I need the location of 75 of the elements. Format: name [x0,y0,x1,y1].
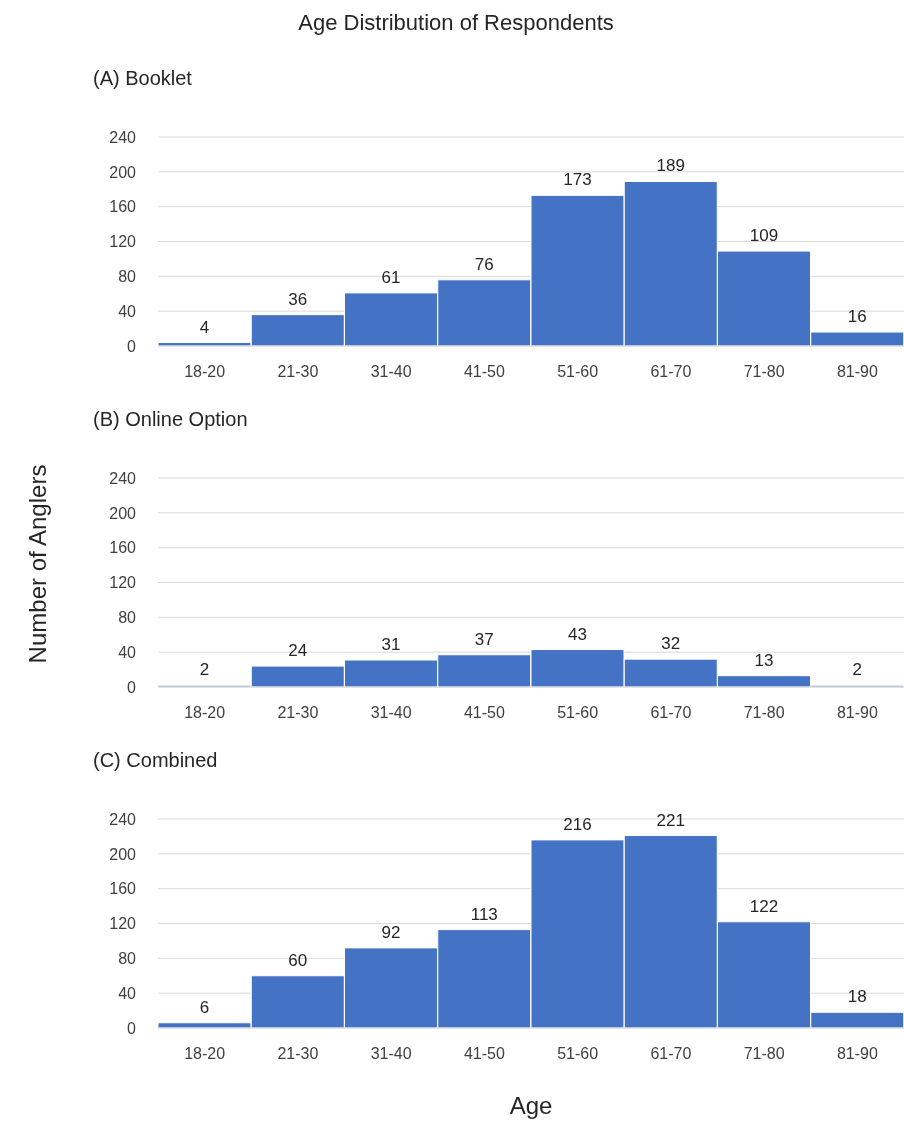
y-tick-label: 200 [109,845,137,863]
x-tick-label: 41-50 [463,704,505,722]
y-tick-label: 240 [109,128,137,146]
x-tick-label: 18-20 [184,363,226,381]
y-tick-label: 0 [127,337,137,355]
x-tick-label: 41-50 [463,363,505,381]
x-tick-label: 31-40 [370,704,412,722]
y-tick-label: 40 [118,302,137,320]
data-label: 76 [474,254,494,274]
data-label: 16 [847,307,867,327]
x-tick-label: 21-30 [277,1045,319,1063]
chart-title: Age Distribution of Respondents [298,10,614,35]
data-label: 216 [563,814,592,834]
x-tick-label: 51-60 [557,1045,599,1063]
x-tick-label: 18-20 [184,1045,226,1063]
data-label: 13 [754,650,774,670]
data-label: 113 [470,904,498,924]
y-tick-label: 160 [109,539,137,557]
x-tick-label: 41-50 [463,1045,505,1063]
data-label: 37 [474,629,494,649]
x-tick-label: 61-70 [650,704,692,722]
y-tick-label: 80 [118,950,137,968]
chart-subtitle: (A) Booklet [93,67,192,89]
data-label: 2 [852,660,862,680]
x-tick-label: 18-20 [184,704,226,722]
data-label: 173 [563,170,592,190]
data-label: 60 [288,950,308,970]
x-tick-label: 31-40 [370,363,412,381]
y-tick-label: 120 [109,233,137,251]
x-tick-label: 71-80 [743,1045,785,1063]
y-tick-label: 0 [127,678,137,696]
y-tick-label: 0 [127,1019,137,1037]
x-tick-label: 21-30 [277,704,319,722]
y-tick-label: 160 [109,880,137,898]
x-tick-label: 51-60 [557,363,599,381]
y-tick-label: 120 [109,574,137,592]
data-label: 32 [661,634,681,654]
data-label: 189 [656,156,685,176]
x-tick-label: 31-40 [370,1045,412,1063]
data-label: 6 [199,997,210,1017]
data-label: 24 [288,641,308,661]
y-tick-label: 40 [118,984,137,1002]
data-label: 43 [568,624,587,644]
x-tick-label: 21-30 [277,363,319,381]
y-tick-label: 40 [118,643,137,661]
y-tick-label: 120 [109,915,137,933]
data-label: 31 [381,635,401,654]
chart-subtitle: (C) Combined [93,749,218,771]
y-tick-label: 240 [109,469,137,487]
y-tick-label: 80 [118,268,137,286]
y-tick-label: 240 [109,810,137,828]
data-label: 92 [381,922,401,942]
y-tick-label: 200 [109,504,137,522]
x-tick-label: 61-70 [650,363,692,381]
x-tick-label: 61-70 [650,1045,692,1063]
data-label: 4 [199,317,210,337]
x-tick-label: 81-90 [836,1045,878,1063]
data-label: 2 [199,660,210,680]
x-tick-label: 81-90 [836,363,878,381]
y-tick-label: 160 [109,198,137,216]
x-tick-label: 81-90 [836,704,878,722]
data-label: 122 [749,896,779,916]
y-axis-title: Number of Anglers [24,464,51,664]
chart-subtitle: (B) Online Option [93,408,248,430]
data-label: 36 [288,289,308,309]
data-label: 109 [749,226,779,246]
x-tick-label: 51-60 [557,704,599,722]
x-tick-label: 71-80 [743,363,785,381]
y-tick-label: 200 [109,163,137,181]
data-label: 18 [847,987,867,1007]
data-label: 61 [381,267,401,287]
x-tick-label: 71-80 [743,704,785,722]
data-label: 221 [656,810,685,830]
x-axis-title: Age [509,1092,553,1119]
y-tick-label: 80 [118,609,137,627]
